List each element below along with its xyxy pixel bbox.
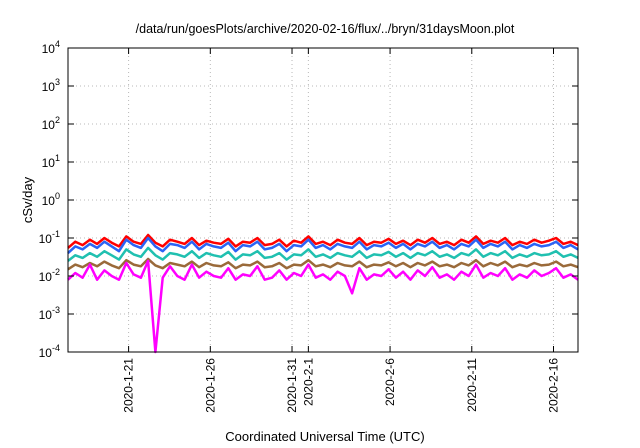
y-tick-label: 101 [42, 153, 60, 170]
series-line-4 [67, 257, 579, 271]
chart-title: /data/run/goesPlots/archive/2020-02-16/f… [136, 22, 515, 36]
x-tick-label: 2020-1-31 [285, 358, 299, 413]
series-line-2 [67, 236, 579, 255]
x-tick-label: 2020-2-11 [465, 358, 479, 412]
y-tick-label: 10-3 [39, 305, 60, 322]
x-axis-label: Coordinated Universal Time (UTC) [225, 429, 424, 444]
y-tick-label: 10-1 [39, 229, 60, 246]
x-tick-label: 2020-2-16 [546, 358, 560, 413]
y-tick-label: 104 [42, 39, 60, 56]
x-tick-label: 2020-2-6 [383, 358, 397, 406]
y-tick-label: 100 [42, 191, 60, 208]
series-line-5 [67, 259, 579, 354]
x-tick-label: 2020-1-21 [122, 358, 136, 413]
y-tick-label: 10-4 [39, 343, 60, 360]
x-tick-label: 2020-2-1 [301, 358, 315, 406]
series-line-3 [67, 246, 579, 262]
y-tick-label: 102 [42, 115, 60, 132]
x-axis: 2020-1-21 2020-1-26 2020-1-31 2020-2-1 2020-… [122, 48, 560, 413]
chart-gridlines [68, 48, 578, 352]
y-tick-label: 10-2 [39, 267, 60, 284]
series-line-1 [67, 233, 579, 249]
x-tick-label: 2020-1-26 [203, 358, 217, 413]
y-axis-label: cSv/day [20, 176, 35, 223]
chart-series-layer [67, 233, 579, 354]
y-tick-label: 103 [42, 77, 60, 94]
